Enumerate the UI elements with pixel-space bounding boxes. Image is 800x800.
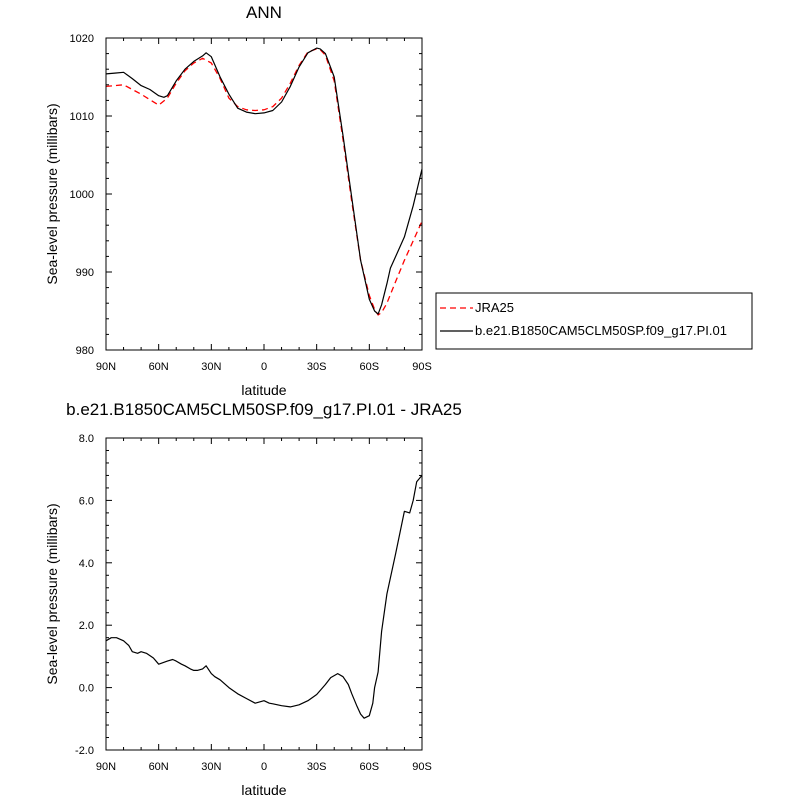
legend-frame: [435, 292, 753, 350]
top-chart-ticks: 90N 60N 30N 0 30S 60S 90S 980 990 1000 1010 1020: [70, 33, 432, 373]
top-chart-title: ANN: [246, 3, 282, 22]
bottom-chart-xlabel: latitude: [241, 782, 286, 798]
x-tick-label: 30S: [307, 361, 327, 373]
bottom-chart-series: [105, 475, 423, 719]
top-line-chart: ANN 90N 60N 30N 0 30S 60S 90S 980 990 1000 1010 102…: [44, 3, 753, 398]
legend-label-model: b.e21.B1850CAM5CLM50SP.f09_g17.PI.01: [475, 323, 727, 338]
series-line-0: [105, 475, 423, 719]
y-tick-label: 1010: [70, 111, 94, 123]
x-tick-label: 30S: [307, 761, 327, 773]
series-line-0: [105, 48, 423, 316]
x-tick-label: 90N: [96, 361, 116, 373]
top-chart-series: [105, 47, 423, 316]
top-chart-legend: JRA25 b.e21.B1850CAM5CLM50SP.f09_g17.PI.…: [435, 292, 753, 350]
x-tick-label: 0: [261, 761, 267, 773]
bottom-chart-ticks: 90N 60N 30N 0 30S 60S 90S -2.0 0.0 2.0 4.0 6.0 8.0: [75, 433, 432, 773]
x-tick-label: 60S: [360, 361, 380, 373]
x-tick-label: 90N: [96, 761, 116, 773]
legend-label-jra25: JRA25: [475, 300, 514, 315]
x-tick-label: 30N: [201, 361, 221, 373]
top-chart-xlabel: latitude: [241, 382, 286, 398]
series-line-1: [105, 47, 423, 315]
y-tick-label: 1020: [70, 33, 94, 45]
x-tick-label: 30N: [201, 761, 221, 773]
x-tick-label: 60N: [149, 761, 169, 773]
y-tick-label: 6.0: [79, 495, 94, 507]
x-tick-label: 90S: [412, 361, 432, 373]
bottom-chart-frame: [105, 437, 423, 751]
y-tick-label: 990: [76, 267, 94, 279]
top-chart-ylabel: Sea-level pressure (millibars): [44, 103, 60, 284]
y-tick-label: 8.0: [79, 433, 94, 445]
bottom-chart-ylabel: Sea-level pressure (millibars): [44, 503, 60, 684]
bottom-line-chart: b.e21.B1850CAM5CLM50SP.f09_g17.PI.01 - J…: [44, 400, 462, 798]
bottom-chart-title: b.e21.B1850CAM5CLM50SP.f09_g17.PI.01 - J…: [66, 400, 462, 419]
x-tick-label: 90S: [412, 761, 432, 773]
x-tick-label: 60N: [149, 361, 169, 373]
y-tick-label: 0.0: [79, 683, 94, 695]
top-chart-frame: [105, 37, 423, 351]
y-tick-label: 2.0: [79, 620, 94, 632]
x-tick-label: 0: [261, 361, 267, 373]
y-tick-label: 980: [76, 345, 94, 357]
x-tick-label: 60S: [360, 761, 380, 773]
y-tick-label: 4.0: [79, 558, 94, 570]
y-tick-label: -2.0: [75, 745, 94, 757]
y-tick-label: 1000: [70, 189, 94, 201]
